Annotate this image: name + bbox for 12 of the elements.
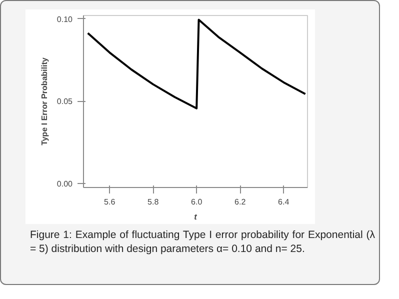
- y-tick-label: 0.05: [56, 97, 74, 106]
- x-tick-label: 6.4: [278, 198, 290, 206]
- x-tick-label: 6.2: [234, 198, 246, 206]
- line-series: [86, 18, 306, 110]
- y-tick-label: 0.10: [56, 14, 74, 24]
- x-axis-title: t: [194, 212, 198, 222]
- x-tick-label: 5.6: [104, 198, 116, 206]
- y-tick-label: 0.00: [56, 179, 74, 188]
- x-tick-label: 6.0: [191, 198, 203, 206]
- y-axis-title: Type I Error Probability: [40, 57, 49, 146]
- x-tick-label: 5.8: [148, 198, 160, 206]
- caption: Figure 1: Example of fluctuating Type I error probability for Exponential (λ = 5) distribution with design parameters α= 0.10 and n= 25.: [30, 229, 375, 256]
